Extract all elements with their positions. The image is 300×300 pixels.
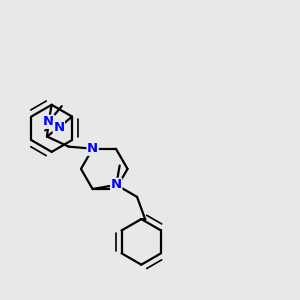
Text: N: N xyxy=(111,178,122,191)
Text: N: N xyxy=(53,121,64,134)
Text: N: N xyxy=(87,142,98,155)
Text: N: N xyxy=(43,115,54,128)
